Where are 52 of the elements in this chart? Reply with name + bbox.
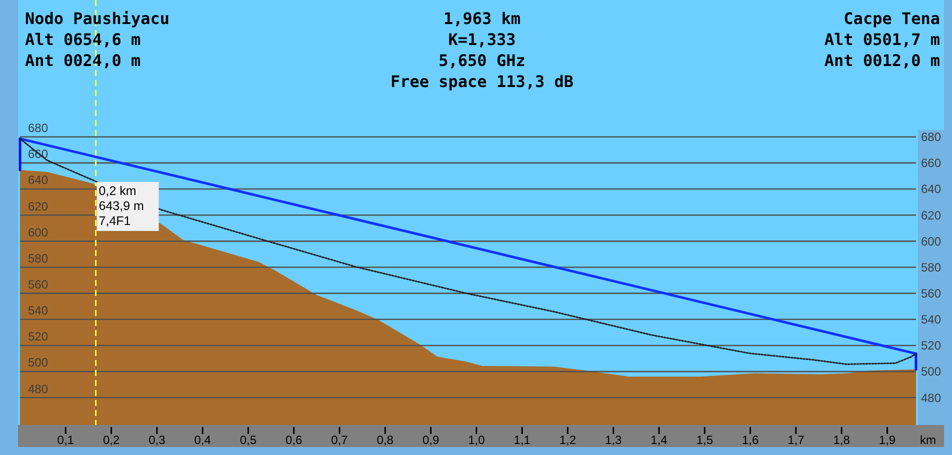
x-tick-label: 1,5 (696, 433, 714, 447)
annotation: 5,650 GHz (438, 51, 526, 70)
annotation: Ant 0012,0 m (824, 51, 940, 70)
annotation: Alt 0654,6 m (25, 30, 141, 49)
annotation: Cacpe Tena (844, 9, 940, 28)
annotation: K=1,333 (448, 30, 516, 49)
annotation: 0,2 km 643,9 m 7,4F1 (98, 184, 144, 228)
y-tick-label: 520 (28, 330, 48, 344)
x-tick-label: 1,7 (788, 433, 805, 447)
y-tick-label: 560 (28, 278, 48, 292)
y2-tick-label: 560 (921, 286, 942, 301)
y-tick-label: 600 (28, 225, 48, 240)
y2-tick-label: 480 (921, 390, 942, 405)
annotation: Free space 113,3 dB (390, 72, 574, 91)
x-tick-label: 1,0 (468, 433, 486, 447)
y-tick-label: 480 (28, 382, 48, 396)
x-tick-label: 1,3 (605, 433, 622, 447)
x-tick-label: 0,5 (240, 433, 257, 447)
y2-tick-label: 540 (921, 312, 942, 327)
x-tick-label: 0,8 (376, 433, 394, 447)
y2-tick-label: 620 (921, 208, 942, 222)
x-tick-label: 0,4 (194, 433, 212, 447)
y-tick-label: 620 (28, 199, 48, 214)
y2-tick-label: 640 (921, 182, 942, 196)
annotation: Ant 0024,0 m (25, 51, 141, 70)
x-tick-label: 0,3 (148, 433, 166, 447)
y-tick-label: 580 (28, 251, 48, 266)
y-tick-label: 680 (28, 121, 48, 136)
x-tick-label: 1,8 (833, 433, 850, 447)
x-tick-label: 1,4 (650, 433, 668, 447)
x-tick-label: 1,9 (878, 433, 896, 447)
y2-tick-label: 600 (921, 234, 942, 248)
x-tick-label: 0,9 (422, 433, 440, 447)
y2-tick-label: 500 (921, 364, 942, 379)
x-tick-label: 1,1 (514, 433, 531, 447)
y2-tick-label: 680 (921, 130, 942, 144)
x-axis-title: km (920, 433, 936, 447)
annotation: 1,963 km (443, 9, 521, 28)
y-tick-label: 500 (28, 356, 48, 370)
x-tick-label: 0,7 (331, 433, 348, 447)
x-tick-label: 0,1 (57, 433, 74, 447)
x-tick-label: 1,2 (559, 433, 576, 447)
x-tick-label: 0,6 (286, 433, 303, 447)
x-tick-label: 0,2 (102, 433, 120, 447)
y2-tick-label: 580 (921, 260, 942, 274)
y2-tick-label: 660 (921, 156, 942, 170)
annotation: Alt 0501,7 m (824, 30, 940, 49)
y-tick-label: 640 (28, 173, 48, 188)
y2-tick-label: 520 (921, 338, 942, 353)
y-tick-label: 540 (28, 304, 48, 318)
annotation: Nodo Paushiyacu (25, 9, 170, 28)
x-tick-label: 1,6 (742, 433, 759, 447)
